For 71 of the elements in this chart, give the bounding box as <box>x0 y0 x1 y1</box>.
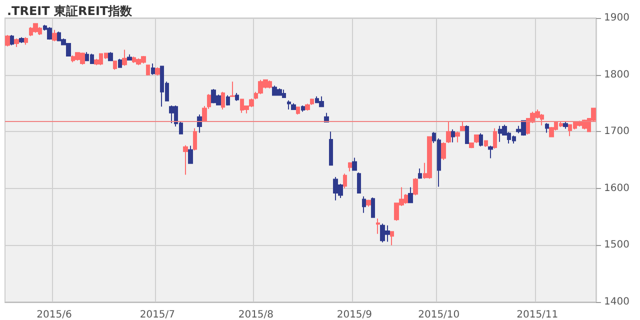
candlestick <box>108 52 113 62</box>
y-tick-label: 1500 <box>604 240 630 251</box>
candlestick <box>427 136 432 180</box>
candlestick <box>52 29 57 42</box>
candlestick <box>169 104 174 124</box>
candlestick <box>122 49 127 66</box>
candlestick <box>465 124 469 144</box>
x-tick-label: 2015/11 <box>516 310 558 320</box>
candlestick <box>455 131 460 143</box>
candlestick <box>230 81 235 98</box>
y-tick-label: 1900 <box>604 12 630 24</box>
candlestick <box>47 26 52 40</box>
candlestick <box>5 34 10 47</box>
x-tick-label: 2015/9 <box>336 310 372 320</box>
candlestick <box>24 36 28 46</box>
candlestick <box>469 142 474 149</box>
candlestick <box>408 186 413 204</box>
candlestick <box>493 128 497 150</box>
candlestick <box>451 128 455 143</box>
candlestick <box>197 114 202 134</box>
candlestick <box>460 121 465 132</box>
candlestick <box>291 102 296 110</box>
candlestick <box>226 94 230 106</box>
candlestick <box>183 144 188 176</box>
y-tick-label: 1400 <box>604 296 630 308</box>
candlestick <box>301 104 305 112</box>
candlestick <box>10 34 14 46</box>
candlestick <box>488 145 493 159</box>
candlestick <box>563 120 568 130</box>
y-tick-label: 1600 <box>604 182 630 194</box>
candlestick <box>155 66 160 76</box>
candlestick <box>352 157 357 171</box>
candlestick <box>146 64 150 76</box>
candlestick <box>348 162 352 172</box>
candlestick <box>221 91 225 110</box>
candlestick <box>484 140 488 148</box>
candlestick <box>329 131 333 166</box>
candlestick <box>357 172 361 194</box>
candlestick <box>296 106 300 116</box>
candlestick <box>235 92 239 102</box>
candlestick <box>390 231 394 246</box>
y-tick-label: 1800 <box>604 69 630 80</box>
x-tick-label: 2015/7 <box>140 310 176 320</box>
candlestick <box>118 58 122 68</box>
candlestick <box>193 128 197 151</box>
candlestick <box>287 100 291 110</box>
candlestick <box>14 38 19 48</box>
candlestick <box>127 54 132 61</box>
candlestick <box>371 196 375 218</box>
candlestick <box>413 178 418 196</box>
candlestick <box>362 196 366 214</box>
x-tick-label: 2015/6 <box>36 310 72 320</box>
candlestick <box>188 145 193 164</box>
y-tick-label: 1700 <box>604 126 630 138</box>
chart-title: .TREIT 東証REIT指数 <box>7 4 134 18</box>
candlestick <box>319 96 324 108</box>
candlestick <box>33 22 38 34</box>
candlestick <box>418 168 422 180</box>
candlestick <box>446 121 451 144</box>
candlestick <box>343 173 347 189</box>
candlestick <box>441 142 446 160</box>
candlestick <box>474 134 479 144</box>
candlestick <box>19 36 24 44</box>
candlestick <box>151 62 155 76</box>
candlestick <box>376 218 380 234</box>
candlestick <box>113 60 117 70</box>
candlestick <box>366 199 371 208</box>
x-tick-label: 2015/8 <box>238 310 274 320</box>
x-tick-label: 2015/10 <box>418 310 460 320</box>
candlestick <box>545 122 549 134</box>
candlestick <box>479 132 483 147</box>
